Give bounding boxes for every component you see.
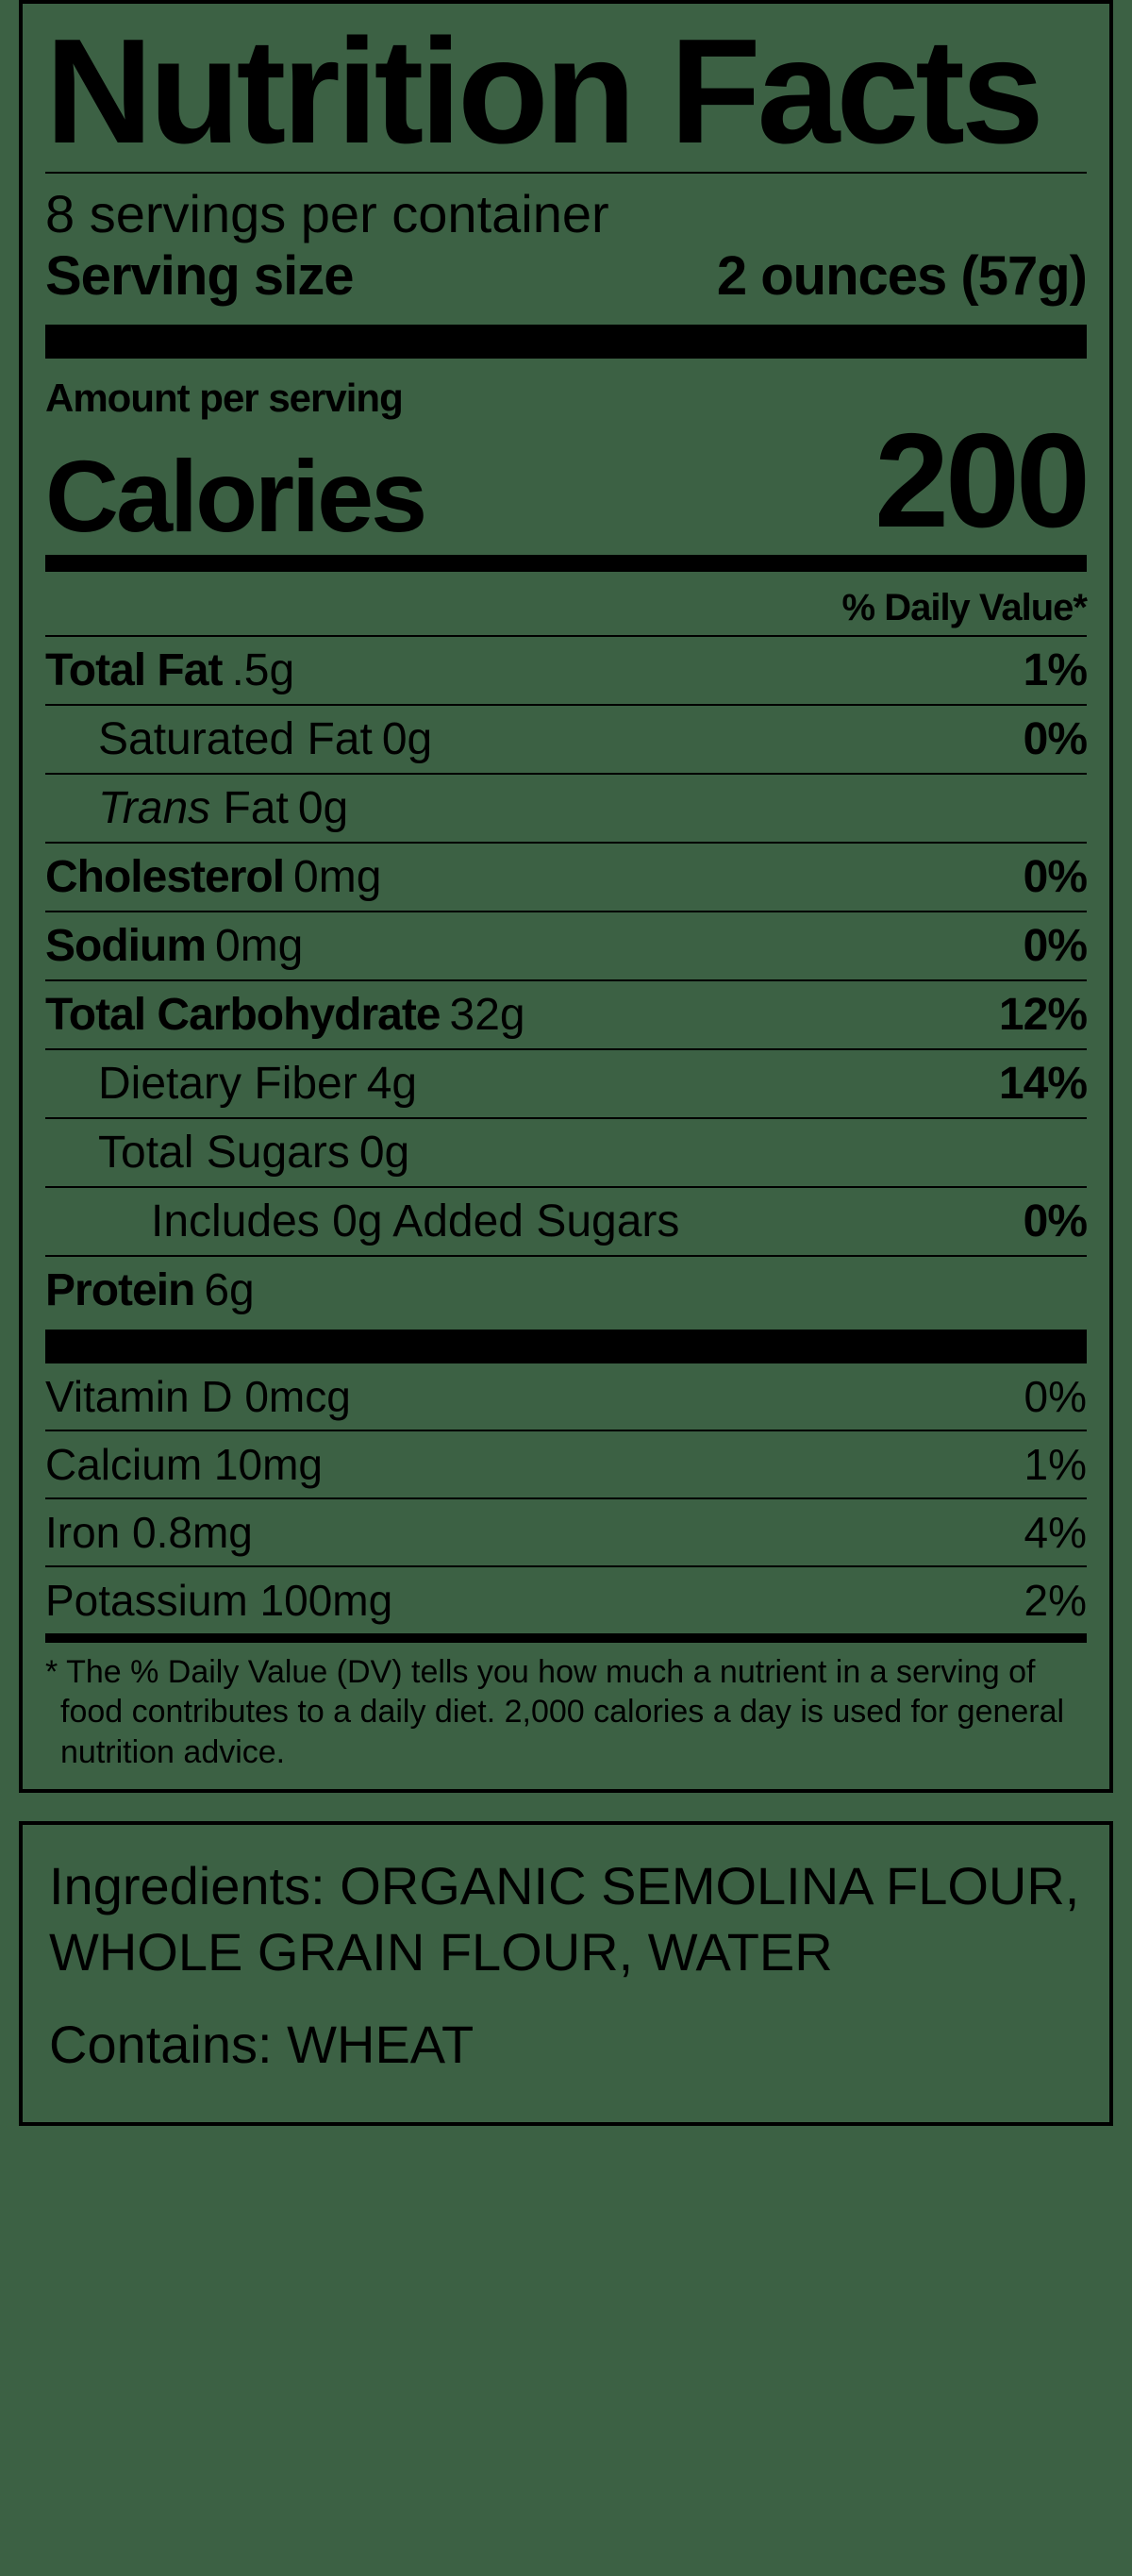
total-sugars-amount: 0g: [359, 1127, 409, 1179]
calcium-label: Calcium 10mg: [45, 1439, 323, 1490]
total-carb-label: Total Carbohydrate: [45, 989, 441, 1041]
nutrition-facts-title: Nutrition Facts: [45, 21, 1087, 162]
dietary-fiber-dv: 14%: [999, 1058, 1087, 1110]
sodium-dv: 0%: [1024, 920, 1087, 972]
servings-per-container: 8 servings per container: [45, 183, 1087, 244]
serving-size-value: 2 ounces (57g): [717, 244, 1087, 308]
total-fat-amount: .5g: [231, 644, 294, 696]
med-bar: [45, 555, 1087, 572]
row-potassium: Potassium 100mg 2%: [45, 1565, 1087, 1633]
contains-label: Contains:: [49, 2015, 287, 2074]
cholesterol-amount: 0mg: [293, 851, 381, 903]
added-sugars-dv: 0%: [1024, 1196, 1087, 1247]
vitamin-d-dv: 0%: [1024, 1371, 1087, 1422]
trans-fat-post: Fat: [210, 783, 289, 833]
row-calcium: Calcium 10mg 1%: [45, 1430, 1087, 1497]
row-sodium: Sodium 0mg 0%: [45, 911, 1087, 979]
row-dietary-fiber: Dietary Fiber 4g 14%: [45, 1048, 1087, 1117]
row-added-sugars: Includes 0g Added Sugars 0%: [45, 1186, 1087, 1255]
cholesterol-dv: 0%: [1024, 851, 1087, 903]
serving-size-row: Serving size 2 ounces (57g): [45, 244, 1087, 308]
contains-block: Contains: WHEAT: [49, 2014, 1083, 2075]
contains-text: WHEAT: [287, 2015, 474, 2074]
ingredients-panel: Ingredients: ORGANIC SEMOLINA FLOUR, WHO…: [19, 1821, 1113, 2126]
calories-value: 200: [874, 421, 1087, 542]
thick-bar-2: [45, 1330, 1087, 1363]
trans-fat-amount: 0g: [298, 782, 348, 834]
row-saturated-fat: Saturated Fat 0g 0%: [45, 704, 1087, 773]
iron-dv: 4%: [1024, 1507, 1087, 1558]
total-carb-dv: 12%: [999, 989, 1087, 1041]
ingredients-block: Ingredients: ORGANIC SEMOLINA FLOUR, WHO…: [49, 1853, 1083, 1985]
dietary-fiber-label: Dietary Fiber: [98, 1058, 358, 1110]
saturated-fat-amount: 0g: [382, 713, 432, 765]
dv-footnote: * The % Daily Value (DV) tells you how m…: [45, 1633, 1087, 1773]
row-total-fat: Total Fat .5g 1%: [45, 635, 1087, 704]
row-protein: Protein 6g: [45, 1255, 1087, 1324]
ingredients-label: Ingredients:: [49, 1856, 340, 1915]
total-fat-dv: 1%: [1024, 644, 1087, 696]
dietary-fiber-amount: 4g: [367, 1058, 417, 1110]
calcium-dv: 1%: [1024, 1439, 1087, 1490]
protein-amount: 6g: [204, 1264, 254, 1316]
row-iron: Iron 0.8mg 4%: [45, 1497, 1087, 1565]
row-total-sugars: Total Sugars 0g: [45, 1117, 1087, 1186]
vitamin-d-label: Vitamin D 0mcg: [45, 1371, 351, 1422]
trans-fat-label: Trans Fat: [98, 782, 289, 834]
dv-header: % Daily Value*: [45, 581, 1087, 635]
cholesterol-label: Cholesterol: [45, 851, 284, 903]
row-total-carb: Total Carbohydrate 32g 12%: [45, 979, 1087, 1048]
row-trans-fat: Trans Fat 0g: [45, 773, 1087, 842]
calories-label: Calories: [45, 450, 424, 542]
serving-size-label: Serving size: [45, 244, 353, 308]
nutrition-facts-panel: Nutrition Facts 8 servings per container…: [19, 0, 1113, 1793]
potassium-label: Potassium 100mg: [45, 1575, 392, 1626]
total-sugars-label: Total Sugars: [98, 1127, 350, 1179]
trans-italic: Trans: [98, 783, 210, 833]
potassium-dv: 2%: [1024, 1575, 1087, 1626]
saturated-fat-dv: 0%: [1024, 713, 1087, 765]
saturated-fat-label: Saturated Fat: [98, 713, 373, 765]
total-fat-label: Total Fat: [45, 644, 222, 696]
calories-row: Calories 200: [45, 421, 1087, 542]
protein-label: Protein: [45, 1264, 194, 1316]
iron-label: Iron 0.8mg: [45, 1507, 253, 1558]
sodium-amount: 0mg: [215, 920, 303, 972]
row-vitamin-d: Vitamin D 0mcg 0%: [45, 1363, 1087, 1430]
added-sugars-label: Includes 0g Added Sugars: [151, 1196, 679, 1247]
total-carb-amount: 32g: [450, 989, 525, 1041]
thick-bar-1: [45, 325, 1087, 359]
sodium-label: Sodium: [45, 920, 206, 972]
row-cholesterol: Cholesterol 0mg 0%: [45, 842, 1087, 911]
